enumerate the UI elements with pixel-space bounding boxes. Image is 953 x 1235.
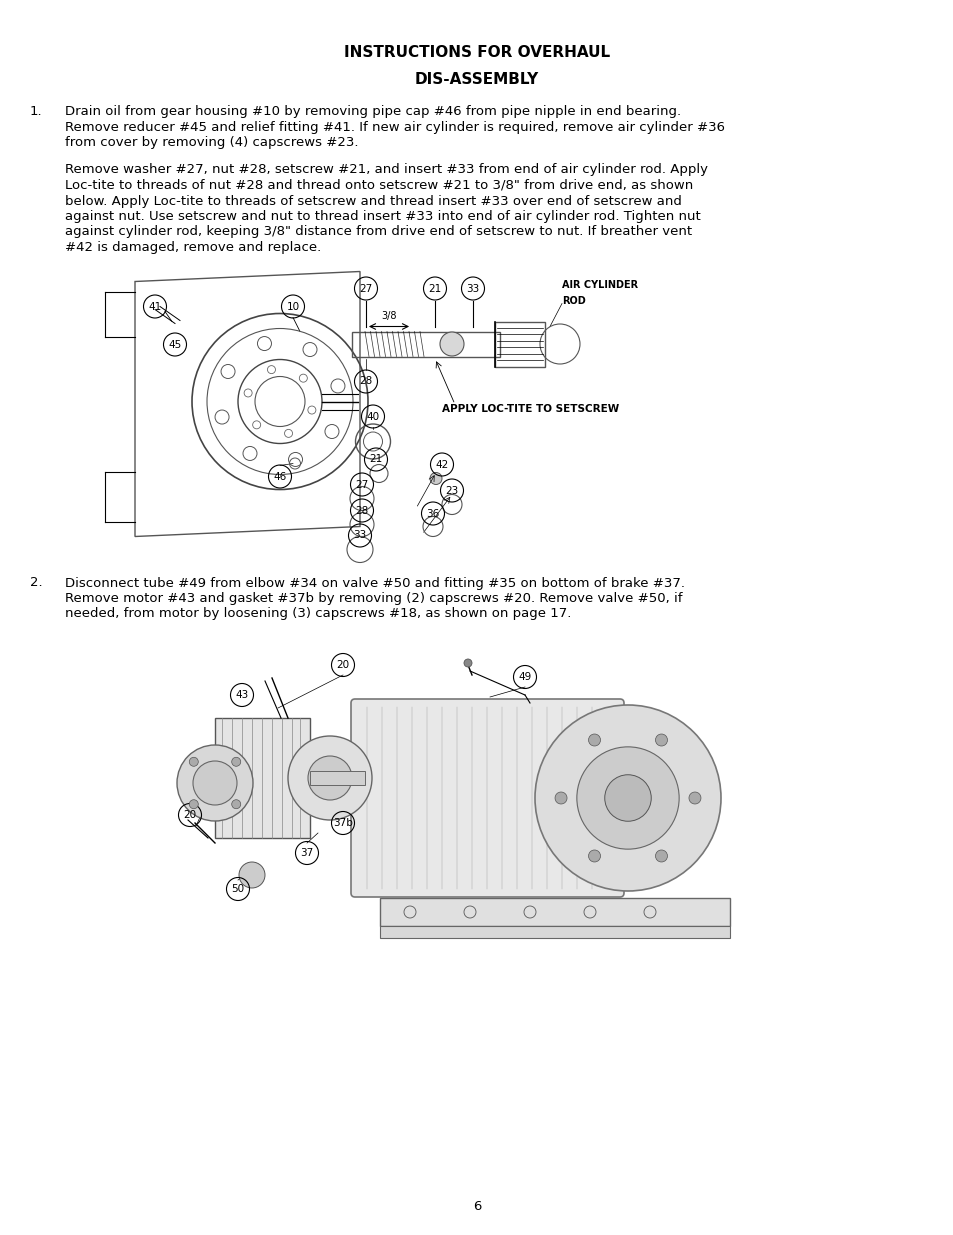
Circle shape [588,850,599,862]
Text: 28: 28 [355,505,368,515]
Text: Remove reducer #45 and relief fitting #41. If new air cylinder is required, remo: Remove reducer #45 and relief fitting #4… [65,121,724,133]
Text: 49: 49 [517,672,531,682]
Text: #42 is damaged, remove and replace.: #42 is damaged, remove and replace. [65,241,321,254]
Text: 33: 33 [353,531,366,541]
Text: APPLY LOC-TITE TO SETSCREW: APPLY LOC-TITE TO SETSCREW [441,405,618,415]
Text: 21: 21 [428,284,441,294]
Bar [352,331,499,357]
Circle shape [232,757,240,766]
Circle shape [308,756,352,800]
Text: 3/8: 3/8 [381,310,396,321]
FancyBboxPatch shape [379,898,729,926]
Circle shape [688,792,700,804]
Text: 20: 20 [336,659,349,671]
Text: 37b: 37b [333,818,353,827]
Text: 43: 43 [235,690,249,700]
Text: needed, from motor by loosening (3) capscrews #18, as shown on page 17.: needed, from motor by loosening (3) caps… [65,608,571,620]
Text: DIS-ASSEMBLY: DIS-ASSEMBLY [415,72,538,86]
Circle shape [430,473,441,484]
Text: 27: 27 [355,479,368,489]
Circle shape [555,792,566,804]
Circle shape [288,736,372,820]
Circle shape [588,734,599,746]
Text: from cover by removing (4) capscrews #23.: from cover by removing (4) capscrews #23… [65,136,358,149]
Text: against nut. Use setscrew and nut to thread insert #33 into end of air cylinder : against nut. Use setscrew and nut to thr… [65,210,700,224]
Text: 28: 28 [359,377,373,387]
Text: 33: 33 [466,284,479,294]
Text: ROD: ROD [561,295,585,305]
Circle shape [189,800,198,809]
Text: 10: 10 [286,301,299,311]
Circle shape [232,800,240,809]
Text: below. Apply Loc-tite to threads of setscrew and thread insert #33 over end of s: below. Apply Loc-tite to threads of sets… [65,194,681,207]
Text: 42: 42 [435,459,448,469]
Text: 46: 46 [274,472,286,482]
Text: 45: 45 [168,340,181,350]
Bar [310,771,365,785]
Text: Loc-tite to threads of nut #28 and thread onto setscrew #21 to 3/8" from drive e: Loc-tite to threads of nut #28 and threa… [65,179,693,191]
Text: 2.: 2. [30,577,43,589]
Text: 41: 41 [149,301,161,311]
Circle shape [239,862,265,888]
Text: 37: 37 [300,848,314,858]
Text: 27: 27 [359,284,373,294]
Text: 23: 23 [445,485,458,495]
Text: 36: 36 [426,509,439,519]
Text: Drain oil from gear housing #10 by removing pipe cap #46 from pipe nipple in end: Drain oil from gear housing #10 by remov… [65,105,680,119]
Circle shape [463,659,472,667]
Circle shape [655,850,667,862]
Circle shape [177,745,253,821]
Text: Remove washer #27, nut #28, setscrew #21, and insert #33 from end of air cylinde: Remove washer #27, nut #28, setscrew #21… [65,163,707,177]
FancyBboxPatch shape [214,718,310,839]
Circle shape [604,774,651,821]
FancyBboxPatch shape [379,926,729,939]
Circle shape [439,332,463,356]
Text: 21: 21 [369,454,382,464]
Text: against cylinder rod, keeping 3/8" distance from drive end of setscrew to nut. I: against cylinder rod, keeping 3/8" dista… [65,226,691,238]
Text: 6: 6 [473,1200,480,1213]
Text: 1.: 1. [30,105,43,119]
Text: 20: 20 [183,810,196,820]
Circle shape [193,761,236,805]
Text: 40: 40 [366,411,379,421]
Text: Remove motor #43 and gasket #37b by removing (2) capscrews #20. Remove valve #50: Remove motor #43 and gasket #37b by remo… [65,592,681,605]
Text: INSTRUCTIONS FOR OVERHAUL: INSTRUCTIONS FOR OVERHAUL [344,44,609,61]
Circle shape [577,747,679,850]
Circle shape [655,734,667,746]
Text: Disconnect tube #49 from elbow #34 on valve #50 and fitting #35 on bottom of bra: Disconnect tube #49 from elbow #34 on va… [65,577,684,589]
Circle shape [189,757,198,766]
FancyBboxPatch shape [351,699,623,897]
Bar [495,321,544,367]
Text: 50: 50 [232,884,244,894]
Text: AIR CYLINDER: AIR CYLINDER [561,279,638,289]
Circle shape [535,705,720,890]
